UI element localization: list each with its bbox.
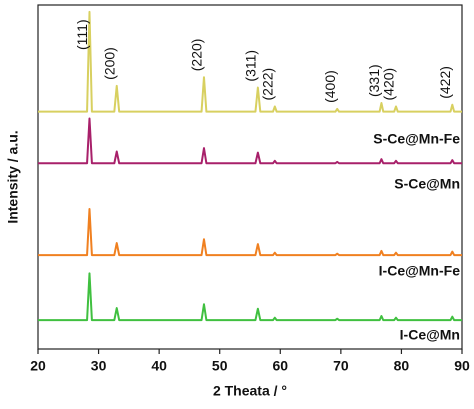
peak-label: (420) [381,68,397,101]
series-label: S-Ce@Mn [394,176,460,192]
x-tick-label: 30 [91,358,107,374]
x-tick-label: 50 [212,358,228,374]
peak-label: (222) [260,68,276,101]
peak-label: (331) [366,64,382,97]
series-line [38,117,462,165]
peak-label: (111) [74,19,90,50]
series-label: I-Ce@Mn [400,327,460,343]
peak-label: (220) [189,39,205,72]
peak-label: (422) [437,66,453,99]
x-tick-label: 70 [333,358,349,374]
plot-frame [37,4,463,350]
series-line [38,10,462,113]
peak-label: (200) [101,47,117,80]
x-tick-label: 90 [454,358,470,374]
x-axis-label: 2 Theata / ° [213,383,287,399]
y-axis-label: Intensity / a.u. [5,130,21,223]
x-tick-label: 20 [30,358,46,374]
peak-label: (400) [322,70,338,103]
series-label: I-Ce@Mn-Fe [379,263,461,279]
series-label: S-Ce@Mn-Fe [373,131,460,147]
series-line [38,272,462,322]
peak-label: (311) [243,50,259,82]
series-line [38,207,462,257]
x-tick-label: 40 [151,358,167,374]
x-tick-label: 60 [272,358,288,374]
x-tick-label: 80 [394,358,410,374]
